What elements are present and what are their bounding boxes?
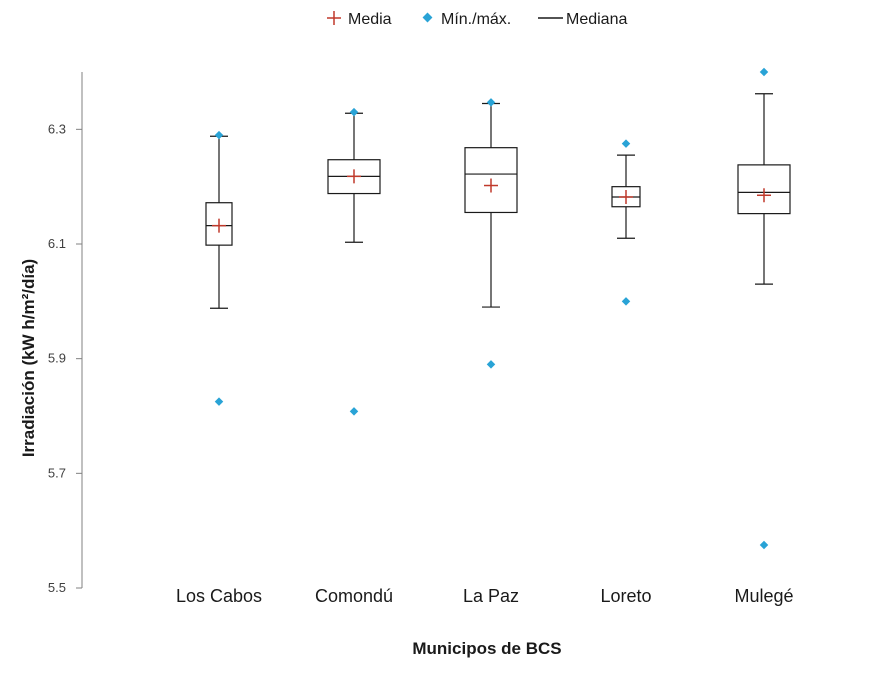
max-marker xyxy=(486,98,496,107)
plot-area: Los Cabos Comondú La Paz Loreto Mulegé xyxy=(176,67,794,606)
x-category-label: Loreto xyxy=(600,586,651,606)
box-group xyxy=(205,130,233,406)
min-marker xyxy=(759,540,769,550)
legend-label-minmax: Mín./máx. xyxy=(441,11,511,28)
box-group xyxy=(464,98,518,369)
y-tick-label: 6.1 xyxy=(48,236,66,251)
max-marker xyxy=(759,67,769,77)
legend-label-median: Mediana xyxy=(566,11,627,28)
box-group xyxy=(737,67,791,550)
y-tick-label: 5.5 xyxy=(48,580,66,595)
max-marker xyxy=(214,130,224,140)
min-marker xyxy=(349,407,359,416)
x-axis-title: Municipos de BCS xyxy=(412,639,561,658)
min-marker xyxy=(214,397,224,406)
box xyxy=(464,147,518,214)
box-group xyxy=(327,107,381,416)
max-marker xyxy=(349,107,359,117)
legend-label-mean: Media xyxy=(348,11,392,28)
y-tick-label: 5.9 xyxy=(48,351,66,366)
box-group xyxy=(611,139,641,306)
legend-item-mean: Media xyxy=(327,11,392,28)
legend-item-minmax: Mín./máx. xyxy=(422,11,511,28)
min-marker xyxy=(486,360,496,369)
max-marker xyxy=(621,139,631,148)
y-tick-label: 6.3 xyxy=(48,121,66,136)
y-tick-label: 5.7 xyxy=(48,465,66,480)
x-category-label: Mulegé xyxy=(734,586,793,606)
box xyxy=(737,164,791,215)
y-axis-title: Irradiación (kW h/m²/día) xyxy=(19,259,38,457)
x-category-label: La Paz xyxy=(463,586,519,606)
x-category-label: Los Cabos xyxy=(176,586,262,606)
axes: 5.5 5.7 5.9 6.1 6.3 xyxy=(48,72,83,595)
min-marker xyxy=(621,297,631,306)
legend: Media Mín./máx. Mediana xyxy=(327,11,627,28)
legend-item-median: Mediana xyxy=(538,11,627,28)
box xyxy=(205,202,233,246)
x-category-label: Comondú xyxy=(315,586,393,606)
